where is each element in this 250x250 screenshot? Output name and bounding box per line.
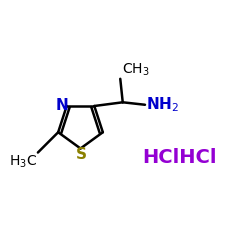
Text: S: S <box>76 147 87 162</box>
Text: N: N <box>56 98 68 113</box>
Text: NH$_2$: NH$_2$ <box>146 96 179 114</box>
Text: H$_3$C: H$_3$C <box>8 154 37 170</box>
Text: HClHCl: HClHCl <box>142 148 217 167</box>
Text: CH$_3$: CH$_3$ <box>122 61 149 78</box>
